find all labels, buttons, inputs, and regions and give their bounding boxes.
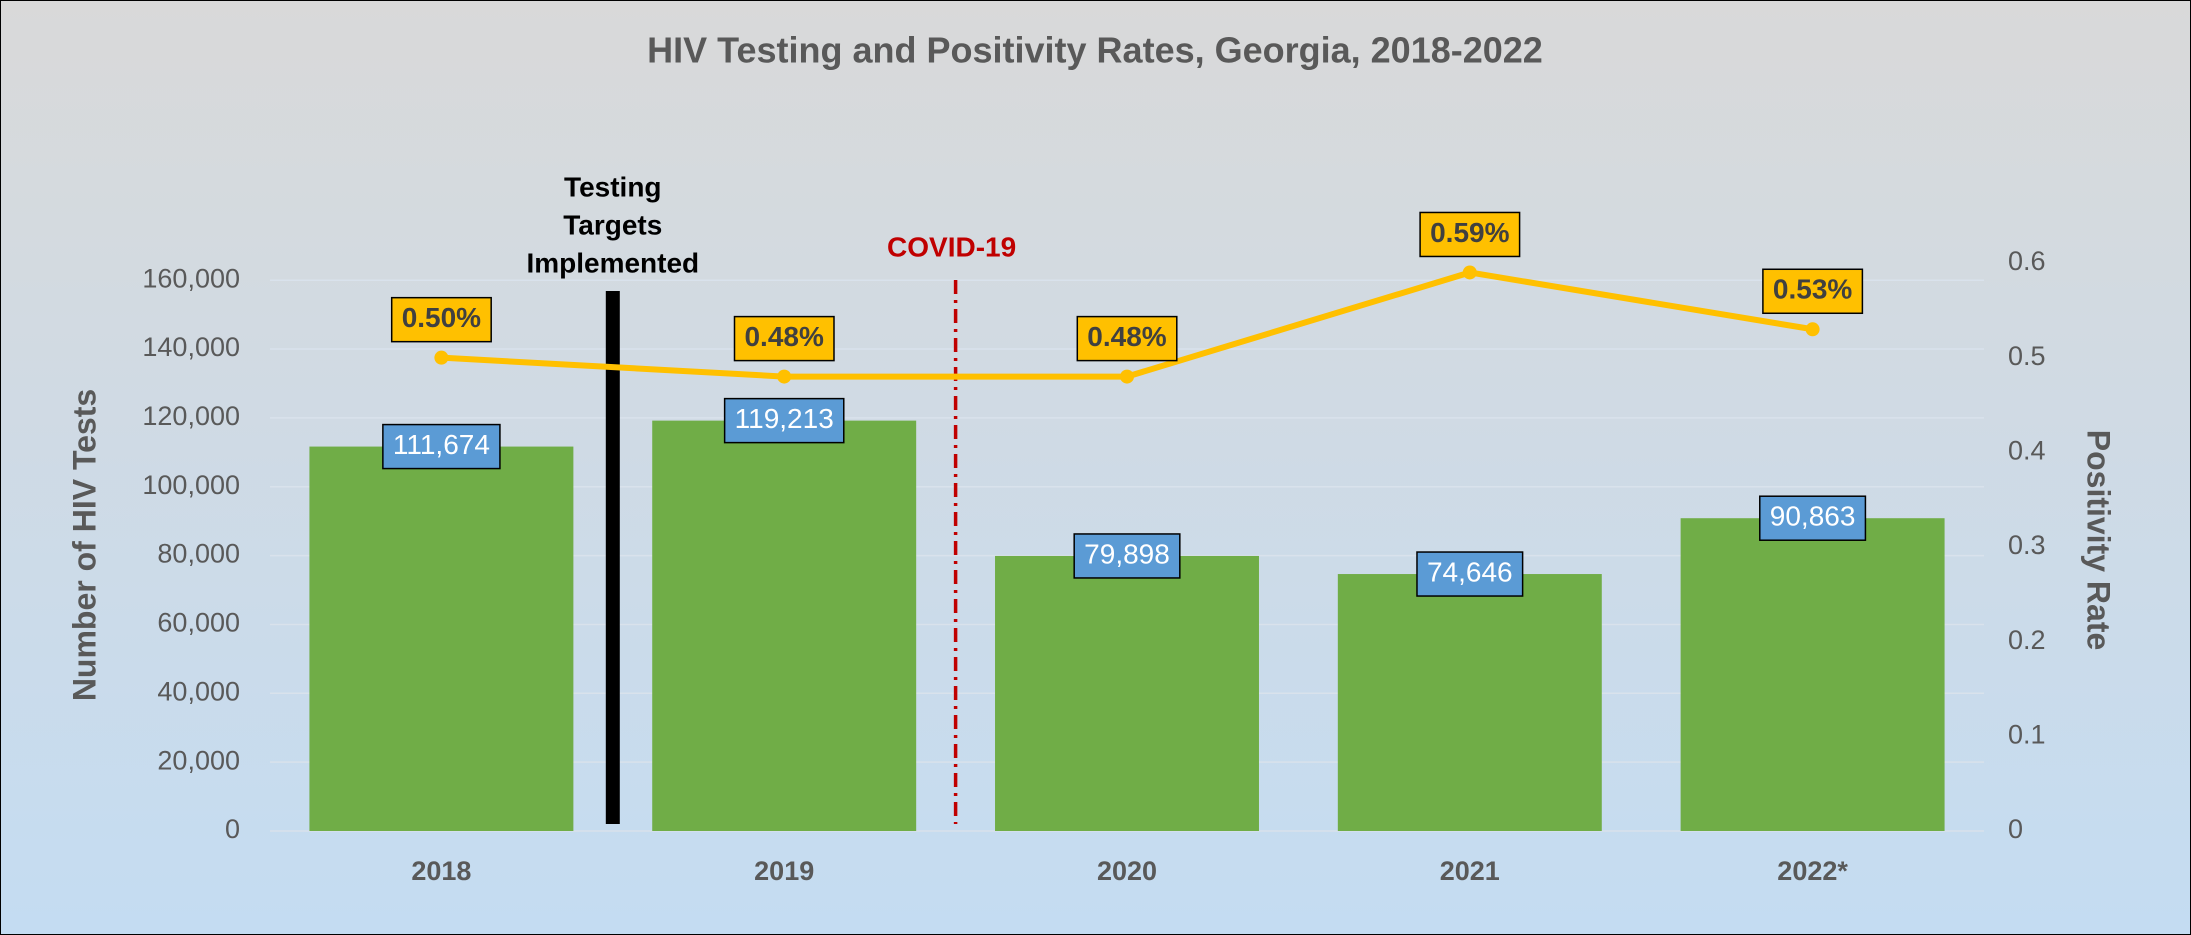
y-axis-title: Number of HIV Tests	[66, 389, 102, 701]
y2-tick-label: 0.5	[2008, 341, 2046, 371]
data-label: 0.50%	[390, 296, 492, 343]
x-tick-label: 2019	[754, 856, 814, 886]
data-label: 90,863	[1759, 495, 1867, 541]
data-label-box	[1419, 211, 1521, 258]
x-tick-label: 2021	[1440, 856, 1500, 886]
data-label-text: 119,213	[735, 403, 834, 434]
data-label: 111,674	[382, 423, 501, 470]
data-label-box	[723, 397, 845, 444]
data-label-text: 79,898	[1084, 538, 1170, 569]
chart-title: HIV Testing and Positivity Rates, Georgi…	[647, 30, 1543, 71]
data-label-box	[733, 315, 835, 362]
x-tick-label: 2020	[1097, 856, 1157, 886]
y-tick-label: 100,000	[142, 470, 240, 500]
data-label-text: 111,674	[393, 429, 490, 460]
data-label: 79,898	[1073, 533, 1181, 579]
y-tick-label: 80,000	[157, 539, 240, 569]
bar	[309, 446, 574, 831]
annotation-text: Testing	[564, 171, 661, 202]
data-label-text: 0.48%	[1087, 321, 1166, 352]
bar	[1337, 574, 1602, 831]
data-label: 74,646	[1416, 551, 1524, 597]
bar	[652, 420, 917, 831]
line-point	[1805, 322, 1820, 337]
data-label-text: 0.53%	[1773, 274, 1852, 305]
line-point	[777, 369, 792, 384]
data-label: 0.48%	[1076, 315, 1178, 362]
annotation-text: COVID-19	[887, 231, 1016, 262]
annotation-bar	[605, 291, 620, 824]
y-tick-label: 60,000	[157, 608, 240, 638]
data-label-box	[1759, 495, 1867, 541]
y2-tick-label: 0.3	[2008, 530, 2046, 560]
y-tick-label: 160,000	[142, 263, 240, 293]
line-point	[434, 350, 449, 365]
line-point	[1462, 265, 1477, 280]
data-label-text: 0.48%	[744, 321, 823, 352]
bar	[995, 555, 1259, 831]
data-label: 0.59%	[1419, 211, 1521, 258]
y2-tick-label: 0	[2008, 814, 2023, 844]
data-label-text: 74,646	[1427, 556, 1513, 587]
y-tick-label: 40,000	[157, 676, 240, 706]
data-label: 0.48%	[733, 315, 835, 362]
data-label-text: 0.50%	[402, 302, 481, 333]
data-label: 0.53%	[1762, 268, 1864, 315]
y-tick-label: 0	[225, 814, 240, 844]
line-point	[1120, 369, 1134, 384]
data-label-box	[1076, 315, 1178, 362]
y2-axis-title: Positivity Rate	[2081, 430, 2117, 651]
data-label-box	[390, 296, 492, 343]
y2-tick-label: 0.6	[2008, 246, 2046, 276]
data-label-box	[1416, 551, 1524, 597]
y2-tick-label: 0.4	[2008, 435, 2046, 465]
annotation-text: Implemented	[526, 247, 699, 278]
y-tick-label: 120,000	[142, 401, 240, 431]
y2-tick-label: 0.2	[2008, 625, 2046, 655]
y-tick-label: 20,000	[157, 745, 240, 775]
annotation-text: Targets	[563, 209, 662, 240]
bar	[1680, 518, 1945, 831]
x-tick-label: 2018	[411, 856, 471, 886]
data-label-text: 90,863	[1770, 501, 1856, 532]
data-label-box	[382, 423, 501, 470]
y2-tick-label: 0.1	[2008, 719, 2046, 749]
data-label-box	[1073, 533, 1181, 579]
data-label: 119,213	[723, 397, 845, 444]
data-label-box	[1762, 268, 1864, 315]
x-tick-label: 2022*	[1777, 856, 1848, 886]
data-label-text: 0.59%	[1430, 217, 1509, 248]
y-tick-label: 140,000	[142, 332, 240, 362]
